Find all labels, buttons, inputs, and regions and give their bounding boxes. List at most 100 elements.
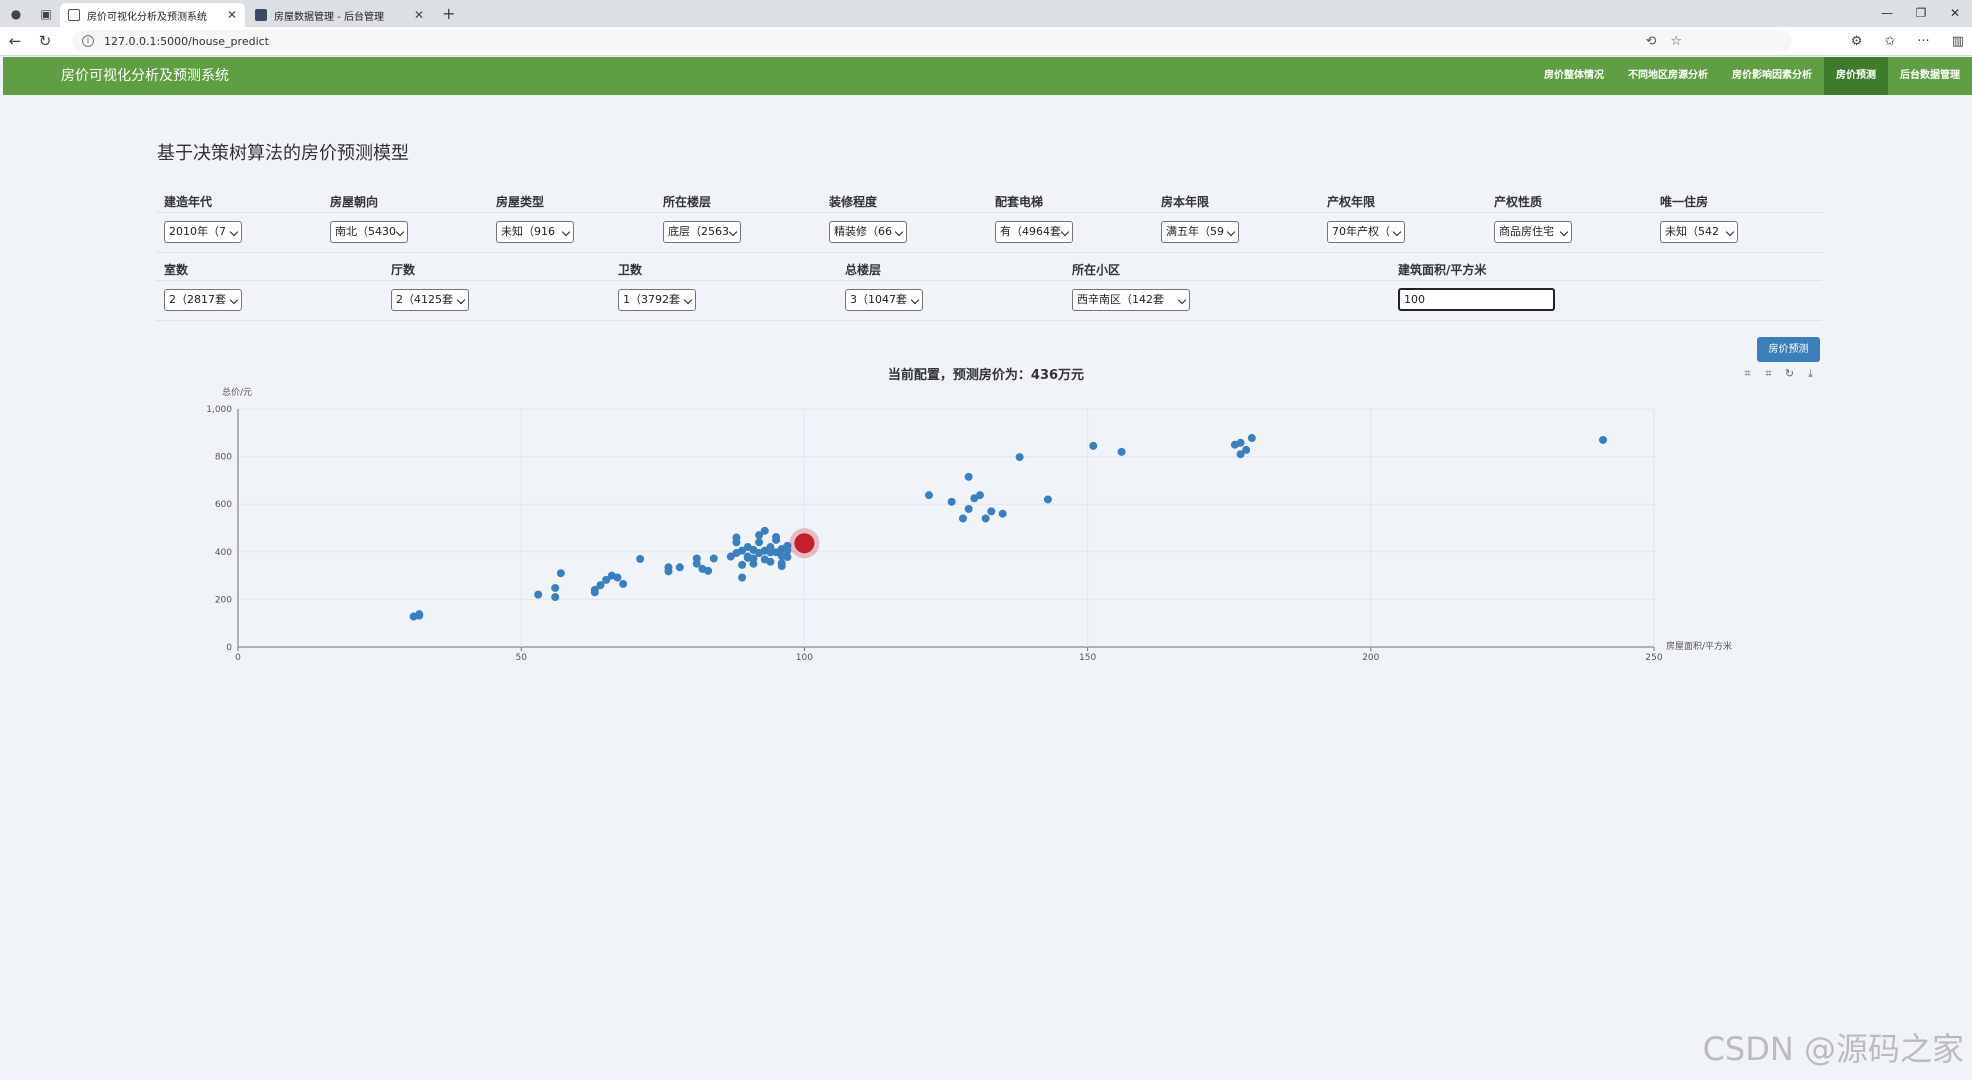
label-total-floors: 总楼层	[845, 263, 882, 277]
area-input[interactable]: 100	[1398, 288, 1555, 311]
translate-icon[interactable]: ⟲	[1645, 33, 1657, 49]
site-info-icon[interactable]: i	[82, 35, 94, 47]
favorite-star-icon[interactable]: ☆	[1670, 33, 1682, 49]
halls-select[interactable]: 2（4125套	[391, 289, 469, 311]
y-tick-label: 1,000	[206, 405, 232, 415]
brand-title[interactable]: 房价可视化分析及预测系统	[61, 68, 229, 84]
page-icon	[68, 9, 80, 21]
build-year-select[interactable]: 2010年（7	[164, 221, 242, 243]
data-point	[556, 569, 565, 578]
restore-icon[interactable]: ↻	[1784, 367, 1795, 380]
data-point	[1089, 441, 1098, 450]
url-actions: ⟲ ☆	[1645, 34, 1682, 49]
data-point	[692, 554, 701, 563]
x-tick-label: 100	[796, 653, 813, 663]
tab-actions-icon[interactable]: ▣	[40, 7, 52, 21]
property-nature-select[interactable]: 商品房住宅	[1494, 221, 1572, 243]
back-icon[interactable]: ←	[8, 32, 22, 50]
zoom-icon[interactable]: ⌗	[1744, 367, 1751, 380]
only-home-select[interactable]: 未知（542	[1660, 221, 1738, 243]
label-baths: 卫数	[618, 263, 643, 277]
download-icon[interactable]: ⤓	[1808, 367, 1813, 380]
data-point	[975, 491, 984, 500]
data-point	[732, 538, 741, 547]
close-tab-icon[interactable]: ✕	[413, 8, 424, 22]
nav-item-regions[interactable]: 不同地区房源分析	[1628, 70, 1708, 81]
data-point	[981, 514, 990, 523]
browser-tab[interactable]: 房屋数据管理 - 后台管理 ✕	[247, 3, 432, 27]
data-point	[755, 548, 764, 557]
elevator-select[interactable]: 有（4964套	[995, 221, 1073, 243]
profile-icon[interactable]: ●	[10, 7, 22, 21]
more-icon[interactable]: ···	[1917, 33, 1930, 49]
data-point	[998, 509, 1007, 518]
label-rooms: 室数	[164, 263, 189, 277]
predict-button[interactable]: 房价预测	[1757, 337, 1820, 362]
baths-select[interactable]: 1（3792套	[618, 289, 696, 311]
x-tick-label: 200	[1362, 653, 1379, 663]
data-point	[590, 588, 599, 597]
data-point	[755, 538, 764, 547]
label-build-year: 建造年代	[164, 195, 213, 209]
sidebar-icon[interactable]: ▥	[1951, 33, 1964, 49]
data-point	[755, 531, 764, 540]
page-icon	[255, 9, 267, 21]
close-tab-icon[interactable]: ✕	[226, 8, 237, 22]
page-title: 基于决策树算法的房价预测模型	[157, 143, 409, 164]
nav-item-predict[interactable]: 房价预测	[1824, 57, 1888, 95]
row-1-inputs: 2010年（7 南北（5430 未知（916 底层（2563 精装修（66 有（…	[157, 213, 1822, 253]
row-2-inputs: 2（2817套 2（4125套 1（3792套 3（1047套 西辛南区（142…	[157, 281, 1822, 321]
close-window-icon[interactable]: ✕	[1949, 6, 1961, 20]
minimize-icon[interactable]: —	[1881, 6, 1893, 20]
cert-years-select[interactable]: 满五年（59	[1161, 221, 1239, 243]
orientation-select[interactable]: 南北（5430	[330, 221, 408, 243]
data-point	[760, 546, 769, 555]
x-tick-label: 250	[1645, 653, 1662, 663]
reload-icon[interactable]: ↻	[38, 32, 52, 50]
data-point	[664, 567, 673, 576]
restore-icon[interactable]: ❐	[1915, 6, 1927, 20]
data-point	[772, 535, 781, 544]
form-row-2: 室数 厅数 卫数 总楼层 所在小区 建筑面积/平方米 2（2817套 2（412…	[157, 253, 1822, 321]
data-point	[749, 554, 758, 563]
decoration-select[interactable]: 精装修（66	[829, 221, 907, 243]
y-tick-label: 200	[215, 595, 232, 605]
x-tick-label: 0	[235, 653, 241, 663]
nav-item-admin[interactable]: 后台数据管理	[1900, 70, 1960, 81]
label-decoration: 装修程度	[829, 195, 878, 209]
data-point	[1247, 434, 1256, 443]
data-point	[766, 557, 775, 566]
data-point	[777, 562, 786, 571]
y-axis-label: 总价/元	[222, 386, 252, 398]
floor-select[interactable]: 底层（2563	[663, 221, 741, 243]
url-field[interactable]: i 127.0.0.1:5000/house_predict	[72, 30, 1792, 52]
data-point	[743, 552, 752, 561]
new-tab-icon[interactable]: +	[442, 4, 456, 23]
browser-tab-active[interactable]: 房价可视化分析及预测系统 ✕	[60, 3, 245, 27]
community-select[interactable]: 西辛南区（142套	[1072, 289, 1190, 311]
data-point	[1599, 435, 1608, 444]
label-house-type: 房屋类型	[496, 195, 545, 209]
house-type-select[interactable]: 未知（916	[496, 221, 574, 243]
property-years-select[interactable]: 70年产权（	[1327, 221, 1405, 243]
data-point	[772, 548, 781, 557]
form-row-1: 建造年代 房屋朝向 房屋类型 所在楼层 装修程度 配套电梯 房本年限 产权年限 …	[157, 185, 1822, 253]
data-point	[1236, 438, 1245, 447]
extensions-icon[interactable]: ⚙	[1850, 33, 1863, 49]
favorites-icon[interactable]: ✩	[1884, 33, 1896, 49]
label-community: 所在小区	[1072, 263, 1121, 277]
nav-item-factors[interactable]: 房价影响因素分析	[1732, 70, 1812, 81]
data-point	[409, 612, 418, 621]
data-point	[607, 571, 616, 580]
data-point	[675, 563, 684, 572]
data-point	[698, 564, 707, 573]
zoom-reset-icon[interactable]: ⌗	[1765, 367, 1772, 380]
data-point	[964, 472, 973, 481]
data-point	[1015, 453, 1024, 462]
data-point	[749, 545, 758, 554]
total-floors-select[interactable]: 3（1047套	[845, 289, 923, 311]
data-point	[766, 548, 775, 557]
nav-item-overall[interactable]: 房价整体情况	[1544, 70, 1604, 81]
y-tick-label: 600	[215, 500, 232, 510]
rooms-select[interactable]: 2（2817套	[164, 289, 242, 311]
